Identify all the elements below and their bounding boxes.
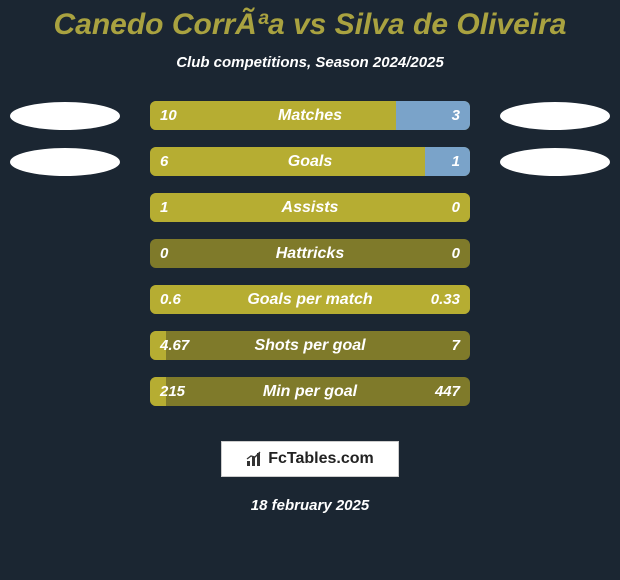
right-value: 3 (452, 101, 460, 130)
stat-row: 103Matches (0, 101, 620, 130)
left-ellipse (10, 148, 120, 176)
bar-left-fill (150, 193, 470, 222)
left-value: 0.6 (160, 285, 181, 314)
stat-row: 215 447Min per goal (0, 377, 620, 406)
page-title: Canedo CorrÃªa vs Silva de Oliveira (54, 8, 567, 42)
date-label: 18 february 2025 (251, 497, 369, 514)
stat-bar: 10Assists (150, 193, 470, 222)
bar-left-fill (150, 285, 470, 314)
bar-left-fill (150, 147, 425, 176)
stat-bar: 215 447Min per goal (150, 377, 470, 406)
left-value: 4.67 (160, 331, 189, 360)
stat-row: 61Goals (0, 147, 620, 176)
right-value: 1 (452, 147, 460, 176)
logo-box: FcTables.com (221, 441, 399, 477)
stat-row: 4.67 7Shots per goal (0, 331, 620, 360)
chart-icon (246, 451, 262, 467)
bar-label: Shots per goal (150, 331, 470, 360)
infographic: Canedo CorrÃªa vs Silva de Oliveira Club… (0, 0, 620, 580)
right-value: 447 (435, 377, 460, 406)
right-ellipse (500, 148, 610, 176)
stat-row: 0 0Hattricks (0, 239, 620, 268)
left-value: 10 (160, 101, 177, 130)
stat-bar: 103Matches (150, 101, 470, 130)
right-value: 0 (452, 239, 460, 268)
logo-text: FcTables.com (268, 450, 374, 468)
left-value: 215 (160, 377, 185, 406)
bar-label: Hattricks (150, 239, 470, 268)
left-value: 0 (160, 239, 168, 268)
right-value: 0.33 (431, 285, 460, 314)
stat-bar: 4.67 7Shots per goal (150, 331, 470, 360)
stats-rows: 103Matches61Goals10Assists00Hattricks0.6… (0, 101, 620, 423)
stat-bar: 0.60.33Goals per match (150, 285, 470, 314)
stat-bar: 61Goals (150, 147, 470, 176)
stat-row: 0.60.33Goals per match (0, 285, 620, 314)
bar-label: Min per goal (150, 377, 470, 406)
stat-row: 10Assists (0, 193, 620, 222)
left-ellipse (10, 102, 120, 130)
subtitle: Club competitions, Season 2024/2025 (176, 54, 444, 71)
bar-right-fill (425, 147, 470, 176)
right-ellipse (500, 102, 610, 130)
bar-left-fill (150, 101, 396, 130)
left-value: 1 (160, 193, 168, 222)
stat-bar: 0 0Hattricks (150, 239, 470, 268)
right-value: 0 (452, 193, 460, 222)
left-value: 6 (160, 147, 168, 176)
right-value: 7 (452, 331, 460, 360)
